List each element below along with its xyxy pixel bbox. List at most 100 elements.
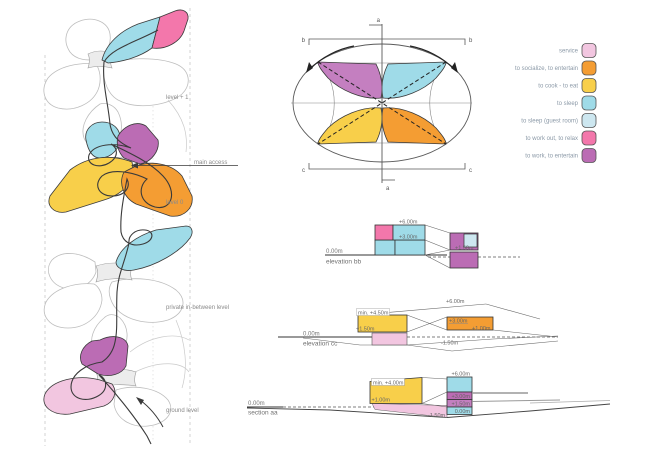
- legend-row: service: [559, 43, 597, 58]
- main-access-arrow: [131, 162, 238, 169]
- elevation-cc: 0.00m elevation cc min. +4.50m +1.50m +6…: [278, 299, 559, 352]
- aa-dim-top: +6.00m: [452, 372, 471, 378]
- legend: service to socialize, to entertain to co…: [515, 43, 597, 163]
- rotation-arrow-right-icon: [409, 45, 458, 73]
- legend-swatch: [581, 43, 597, 58]
- aa-min-label-box: [371, 378, 405, 386]
- bracket-b-right: b: [469, 38, 473, 44]
- bb-workout-block: [374, 224, 394, 241]
- aa-sleep-bar: [446, 376, 473, 393]
- aa-projection-lines: [421, 377, 448, 408]
- left-stack-diagram: level + 1 main access level 0 private in…: [43, 8, 238, 446]
- legend-swatch: [581, 78, 597, 93]
- bb-sleep-block: [394, 239, 426, 256]
- aa-dim-left-low: +1.00m: [372, 398, 391, 404]
- top-wing-workout: [151, 9, 189, 49]
- bracket-b-left: b: [302, 38, 306, 44]
- legend-row: to cook - to eat: [538, 78, 597, 93]
- wing-sleep: [381, 61, 447, 99]
- bb-guest-block: [463, 233, 478, 248]
- legend-label: to socialize, to entertain: [515, 66, 578, 72]
- aa-dim-below: -1.50m: [428, 413, 446, 419]
- legend-row: to sleep (guest room): [521, 113, 597, 128]
- axis-a-top: a: [377, 18, 381, 24]
- legend-label: service: [559, 49, 579, 55]
- wing-work: [317, 61, 383, 99]
- cc-dim-min: min. +4.50m: [358, 311, 389, 317]
- legend-row: to sleep: [557, 95, 597, 111]
- bb-datum: 0.00m: [326, 249, 343, 255]
- service-ground-blob: [43, 377, 116, 415]
- bb-work-block-below: [449, 251, 479, 269]
- legend-row: to socialize, to entertain: [515, 60, 597, 76]
- cc-dim-left-low: +1.50m: [356, 327, 375, 333]
- bb-sleep-block: [392, 224, 426, 241]
- legend-label: to cook - to eat: [538, 84, 578, 90]
- colored-plan-shapes: [43, 9, 193, 415]
- cc-dim-right-low: +1.00m: [472, 326, 491, 332]
- rotation-arrow-left-icon: [306, 45, 355, 73]
- aa-datum: 0.00m: [248, 401, 265, 407]
- aa-dim-min: min. +4.00m: [373, 381, 404, 387]
- legend-label: to sleep (guest room): [521, 119, 578, 125]
- elevation-bb: 0.00m elevation bb +6.00m +3.00m +1.50m: [325, 220, 520, 269]
- cc-dim-peak: +6.00m: [446, 299, 465, 305]
- top-wing-sleep: [101, 16, 161, 64]
- legend-swatch: [581, 130, 597, 146]
- aa-service-wedge: [371, 403, 448, 418]
- entry-arrow-head-icon: [136, 397, 144, 405]
- axis-a-bottom: a: [386, 186, 390, 192]
- section-bracket-b: [308, 38, 466, 45]
- cc-socialize-block: [446, 316, 494, 331]
- aa-dim-0: 0.00m: [455, 409, 471, 415]
- cc-service-block: [371, 332, 408, 346]
- legend-swatch: [581, 95, 597, 111]
- label-private-in-between: private in-between level: [166, 305, 229, 311]
- aa-sleep-bar-below: [446, 406, 473, 415]
- section-aa: 0.00m section aa min. +4.00m +1.00m +6.0…: [246, 372, 611, 419]
- label-level-0: level 0: [166, 200, 184, 206]
- bracket-c-right: c: [469, 168, 472, 174]
- bb-title: elevation bb: [326, 259, 361, 266]
- plan-dynamics-diagram: a a b b c c: [291, 18, 473, 192]
- bb-projection-lines: [424, 224, 451, 269]
- cc-datum: 0.00m: [303, 332, 320, 338]
- sleep-wing-inbetween: [115, 225, 193, 271]
- bb-dim-right: +1.50m: [455, 246, 474, 252]
- entry-arrow: [136, 397, 164, 428]
- legend-swatch: [581, 148, 597, 163]
- legend-row: to work out, to relax: [526, 130, 597, 146]
- bracket-c-left: c: [302, 168, 305, 174]
- aa-title: section aa: [248, 410, 278, 417]
- legend-label: to sleep: [557, 101, 579, 107]
- work-diamond: [116, 123, 159, 165]
- quadrant-wings: [317, 61, 447, 145]
- aa-dim-15: +1.50m: [452, 402, 471, 408]
- bb-dim-mid: +3.00m: [399, 235, 418, 241]
- cc-min-label-box: [356, 308, 390, 316]
- cc-dim-below: -1.50m: [441, 341, 459, 347]
- aa-dim-3: +3.00m: [452, 394, 471, 400]
- legend-swatch: [581, 113, 597, 128]
- legend-label: to work, to entertain: [525, 154, 578, 160]
- legend-swatch: [581, 60, 597, 76]
- cook-blob: [48, 157, 134, 213]
- label-main-access: main access: [194, 160, 227, 166]
- circulation-path: [70, 29, 173, 445]
- bb-sleep-block: [374, 239, 396, 256]
- cc-title: elevation cc: [303, 341, 338, 348]
- cc-dim-mid: +3.00m: [449, 319, 468, 325]
- work-ground-blob: [80, 336, 129, 376]
- bb-dim-top: +6.00m: [399, 220, 418, 226]
- legend-label: to work out, to relax: [526, 136, 578, 142]
- section-bracket-c: [308, 163, 466, 170]
- legend-row: to work, to entertain: [525, 148, 597, 163]
- main-access-arrow-head-icon: [131, 162, 138, 169]
- socialize-blob: [121, 162, 193, 217]
- wing-cook: [317, 107, 383, 145]
- label-ground-level: ground level: [166, 408, 199, 414]
- wing-socialize: [381, 107, 447, 145]
- label-level-plus-1: level + 1: [166, 95, 189, 101]
